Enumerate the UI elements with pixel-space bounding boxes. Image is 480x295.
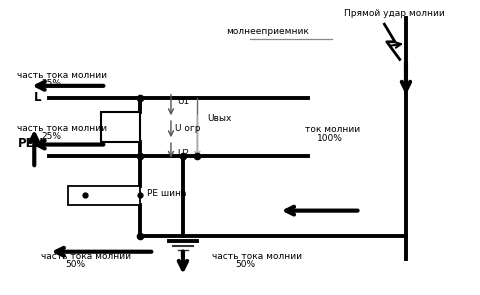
Text: часть тока молнии: часть тока молнии	[17, 124, 107, 133]
Text: часть тока молнии: часть тока молнии	[17, 71, 107, 80]
Text: 50%: 50%	[65, 260, 85, 269]
Text: часть тока молнии: часть тока молнии	[211, 252, 301, 261]
Text: молнееприемник: молнееприемник	[226, 27, 308, 36]
Bar	[68, 186, 140, 205]
Text: ток молнии: ток молнии	[305, 125, 360, 135]
Text: PEN: PEN	[17, 137, 44, 150]
Text: U1: U1	[177, 97, 189, 106]
Text: 25%: 25%	[41, 79, 61, 88]
Text: 50%: 50%	[235, 260, 255, 269]
Text: 25%: 25%	[41, 132, 61, 141]
Text: 100%: 100%	[317, 134, 342, 143]
Bar	[101, 112, 140, 142]
Text: U2: U2	[177, 150, 189, 158]
Text: Прямой удар молнии: Прямой удар молнии	[343, 9, 444, 18]
Text: Uвых: Uвых	[206, 114, 231, 123]
Text: часть тока молнии: часть тока молнии	[41, 252, 131, 261]
Text: U огр: U огр	[174, 124, 200, 133]
Text: L: L	[34, 91, 41, 104]
Text: РЕ шина: РЕ шина	[147, 189, 186, 198]
